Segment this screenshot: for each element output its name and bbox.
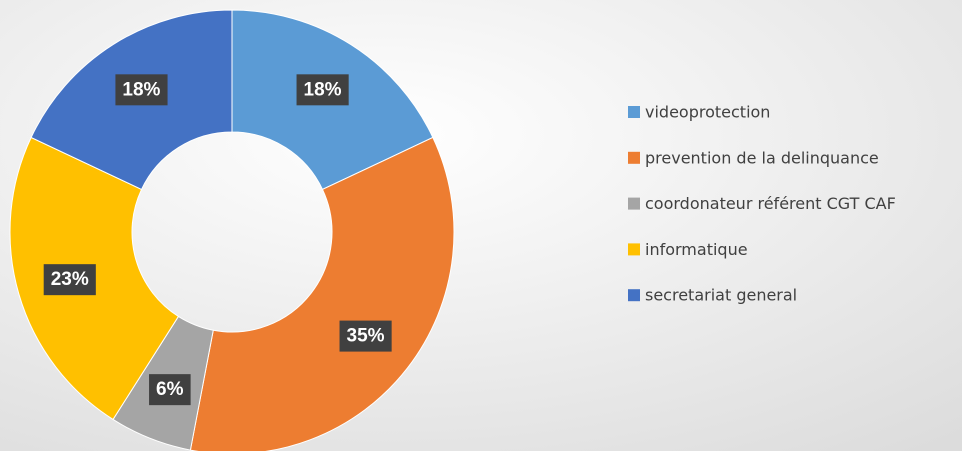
legend-label: informatique [645, 240, 748, 259]
data-label: 35% [347, 326, 385, 347]
data-label-box [339, 320, 392, 352]
legend-swatch [628, 289, 640, 302]
data-label: 6% [156, 379, 184, 400]
data-label-box [115, 74, 168, 106]
data-label-box [43, 264, 96, 296]
legend-swatch [628, 151, 640, 164]
legend-label: coordonateur référent CGT CAF [645, 194, 896, 213]
legend-label: secretariat general [645, 286, 797, 305]
data-label: 18% [304, 79, 342, 100]
legend-label: videoprotection [645, 103, 770, 122]
legend-swatch [628, 197, 640, 210]
legend-swatch [628, 106, 640, 118]
data-label: 18% [122, 79, 160, 100]
data-label: 23% [51, 269, 89, 290]
donut-slice [189, 136, 455, 451]
legend-swatch [628, 243, 640, 256]
data-label-box [296, 74, 349, 106]
legend-label: prevention de la delinquance [645, 148, 879, 167]
data-label-box [149, 374, 191, 406]
